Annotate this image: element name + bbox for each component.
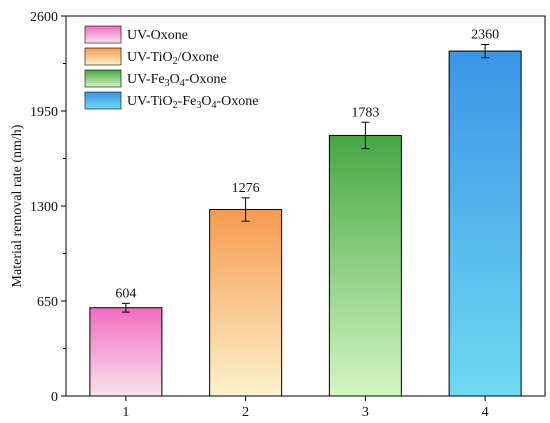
y-tick-label: 650: [37, 295, 58, 310]
bar-3: [328, 134, 402, 397]
bar-2: [209, 209, 283, 397]
y-tick-label: 0: [51, 390, 58, 405]
data-label-3: 1783: [351, 105, 379, 120]
data-label-4: 2360: [471, 28, 499, 43]
legend-swatch: [84, 25, 122, 44]
y-tick-label: 2600: [30, 10, 58, 25]
legend: UV-Oxone UV-TiO2​/Oxone UV-Fe3​O4​-Oxone UV…: [84, 25, 258, 111]
legend-item-3: UV-Fe3​O4​-Oxone: [84, 69, 227, 89]
data-label-1: 604: [115, 286, 136, 301]
legend-item-1: UV-Oxone: [84, 25, 188, 44]
data-labels-group: 604 1276 1783 2360: [115, 28, 499, 302]
legend-swatch: [84, 69, 122, 88]
error-bar-1: [121, 302, 130, 313]
error-bar-3: [361, 121, 370, 150]
legend-label: UV-TiO2​-Fe3​O4​-Oxone: [127, 94, 258, 111]
error-bars-group: [121, 44, 490, 313]
legend-item-4: UV-TiO2​-Fe3​O4​-Oxone: [84, 91, 258, 111]
x-tick-label: 1: [122, 405, 129, 420]
x-ticks-group: 1 2 3 4: [122, 396, 489, 420]
x-tick-label: 3: [362, 405, 369, 420]
x-tick-label: 2: [242, 405, 249, 420]
error-bar-4: [481, 44, 490, 59]
legend-item-2: UV-TiO2​/Oxone: [84, 47, 219, 67]
legend-swatch: [84, 91, 122, 110]
y-ticks-group: 0 650 1300 1950 2600: [30, 10, 66, 405]
bar-4: [448, 50, 522, 397]
legend-label: UV-Oxone: [127, 28, 188, 43]
x-tick-label: 4: [482, 405, 489, 420]
data-label-2: 1276: [232, 181, 260, 196]
y-tick-label: 1950: [30, 105, 58, 120]
legend-label: UV-Fe3​O4​-Oxone: [127, 72, 227, 89]
bar-1: [89, 307, 163, 397]
y-axis-title: Material removal rate (nm/h): [10, 124, 25, 287]
y-tick-label: 1300: [30, 200, 58, 215]
legend-label: UV-TiO2​/Oxone: [127, 50, 219, 67]
legend-swatch: [84, 47, 122, 66]
error-bar-2: [241, 197, 250, 222]
